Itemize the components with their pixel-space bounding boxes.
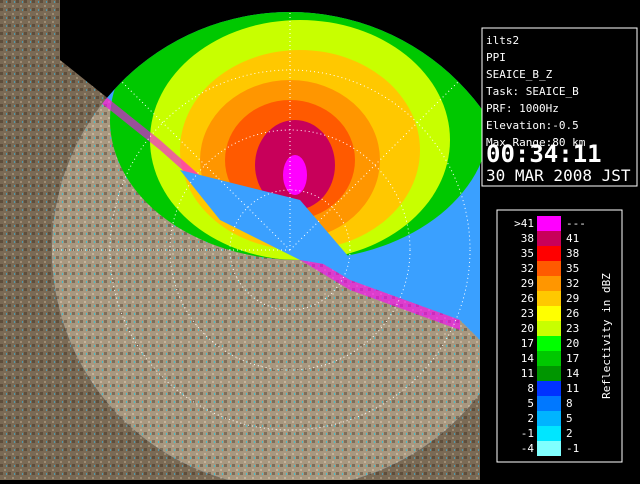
legend-low: 20 <box>521 322 534 335</box>
legend-swatch <box>537 231 561 246</box>
date: 30 MAR 2008 JST <box>486 166 631 185</box>
legend-high: 14 <box>566 367 580 380</box>
legend-low: -4 <box>521 442 535 455</box>
legend-low: >41 <box>514 217 534 230</box>
info-panel <box>481 27 638 187</box>
legend-high: 41 <box>566 232 579 245</box>
legend-swatch <box>537 216 561 231</box>
land <box>52 60 480 480</box>
range-rings <box>52 12 471 431</box>
legend-low: 8 <box>527 382 534 395</box>
info-line: PPI <box>486 51 506 64</box>
legend-swatch <box>537 246 561 261</box>
legend-high: 32 <box>566 277 579 290</box>
info-line: Elevation:-0.5 <box>486 119 579 132</box>
legend-swatch <box>537 441 561 456</box>
info-line: Max Range:80 km <box>486 136 586 149</box>
legend-high: 5 <box>566 412 573 425</box>
legend-swatch <box>537 411 561 426</box>
legend-high: 38 <box>566 247 579 260</box>
legend-swatch <box>537 291 561 306</box>
legend-high: 20 <box>566 337 579 350</box>
echo <box>60 12 490 330</box>
info-line: PRF: 1000Hz <box>486 102 559 115</box>
legend-swatch <box>537 276 561 291</box>
legend-low: 17 <box>521 337 534 350</box>
legend-low: 14 <box>521 352 535 365</box>
legend-high: --- <box>566 217 586 230</box>
info-line: SEAICE_B_Z <box>486 68 553 81</box>
time: 00:34:11 <box>486 140 602 168</box>
info-line: ilts2 <box>486 34 519 47</box>
info-text: ilts2 PPI SEAICE_B_Z Task: SEAICE_B PRF: 100… <box>486 34 586 149</box>
info-line: Task: SEAICE_B <box>486 85 579 98</box>
legend-low: 26 <box>521 292 534 305</box>
legend-swatch <box>537 426 561 441</box>
legend-high: 11 <box>566 382 579 395</box>
legend-low: 23 <box>521 307 534 320</box>
legend-low: 5 <box>527 397 534 410</box>
legend-swatch <box>537 261 561 276</box>
legend-high: 35 <box>566 262 579 275</box>
legend-high: 26 <box>566 307 579 320</box>
legend-high: 29 <box>566 292 579 305</box>
legend-swatch <box>537 396 561 411</box>
legend-low: 38 <box>521 232 534 245</box>
legend-low: 2 <box>527 412 534 425</box>
legend-low: 29 <box>521 277 534 290</box>
map-area <box>0 0 490 480</box>
legend-swatch <box>537 351 561 366</box>
legend-swatch <box>537 366 561 381</box>
legend-high: 17 <box>566 352 579 365</box>
legend-high: 2 <box>566 427 573 440</box>
legend: >41 --- 38 41 35 38 32 35 29 32 26 29 23 26 20 23 17 20 14… <box>514 216 586 456</box>
legend-low: 32 <box>521 262 534 275</box>
legend-swatch <box>537 321 561 336</box>
legend-title: Reflectivity in dBZ <box>600 273 613 399</box>
legend-swatch <box>537 306 561 321</box>
legend-low: -1 <box>521 427 534 440</box>
legend-high: -1 <box>566 442 579 455</box>
legend-high: 8 <box>566 397 573 410</box>
legend-low: 35 <box>521 247 534 260</box>
legend-low: 11 <box>521 367 534 380</box>
legend-swatch <box>537 381 561 396</box>
legend-high: 23 <box>566 322 579 335</box>
legend-swatch <box>537 336 561 351</box>
